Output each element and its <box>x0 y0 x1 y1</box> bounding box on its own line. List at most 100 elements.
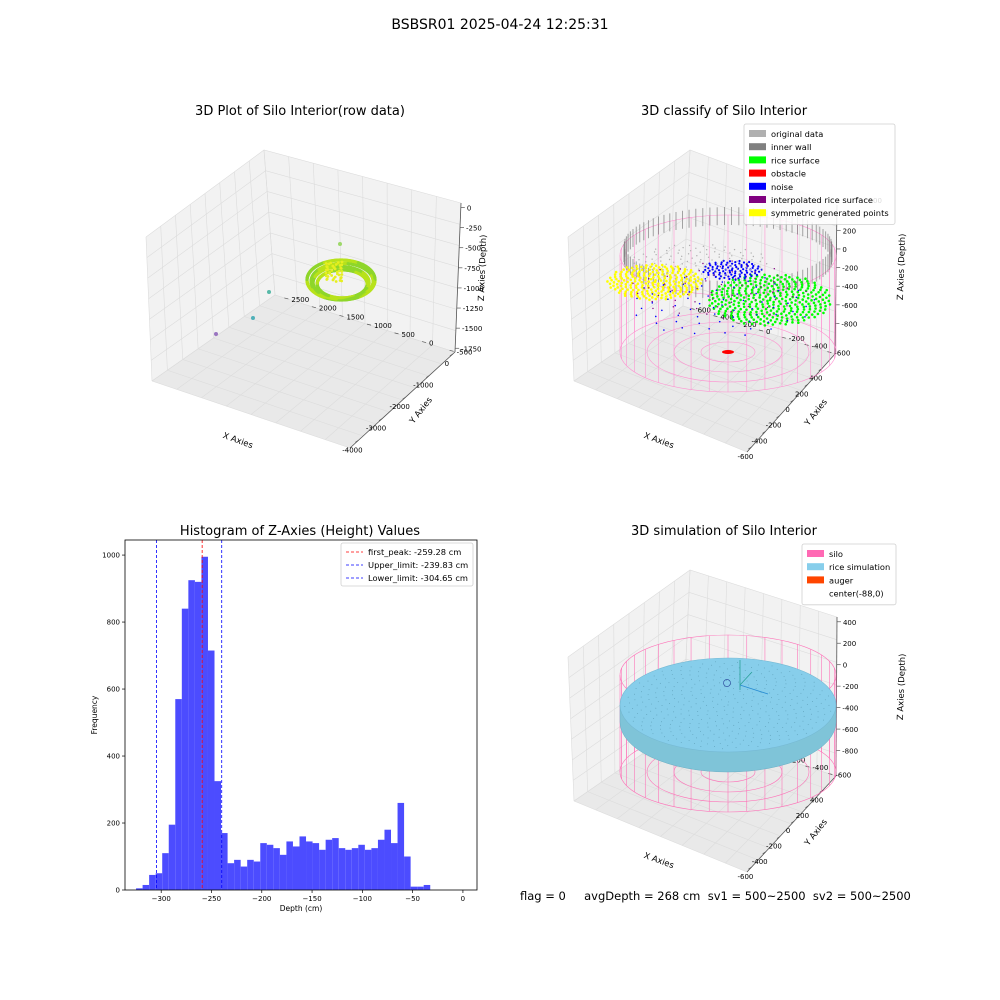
original-point <box>738 270 741 273</box>
mesh-node <box>671 720 673 722</box>
mesh-node <box>804 681 806 683</box>
mesh-node <box>806 696 808 698</box>
mesh-node <box>724 686 726 688</box>
z-tick-label: -200 <box>843 683 859 691</box>
interpolated-point <box>774 299 777 301</box>
noise-point <box>734 270 737 273</box>
original-point <box>746 261 749 264</box>
rice-surface-point <box>794 303 797 306</box>
histogram-bar <box>188 580 195 890</box>
plot-frame <box>124 539 478 891</box>
mesh-node <box>768 730 770 732</box>
histogram-bars <box>136 556 431 890</box>
z-axis-label: Z Axies (Depth) <box>896 233 908 300</box>
symmetric-point <box>696 279 700 283</box>
rice-surface-point <box>714 304 718 308</box>
symmetric-point <box>633 280 637 283</box>
mesh-node <box>748 744 750 746</box>
noise-point <box>749 327 752 330</box>
z-tick-label: -1000 <box>464 285 484 293</box>
interpolated-point <box>731 260 733 262</box>
symmetric-point <box>626 288 629 291</box>
rice-surface-point <box>806 287 810 290</box>
rice-surface-point <box>749 311 752 314</box>
legend-label: noise <box>771 182 793 192</box>
mesh-node <box>775 681 777 683</box>
x-tick-label: 0 <box>785 406 789 414</box>
original-point <box>645 261 647 263</box>
legend-swatch <box>749 196 766 203</box>
symmetric-point <box>642 274 646 277</box>
symmetric-point <box>652 276 655 279</box>
rice-surface-point <box>819 288 822 292</box>
mesh-node <box>764 726 766 727</box>
symmetric-point <box>700 278 703 281</box>
y-tick-label: 1500 <box>346 313 364 321</box>
x-tick-label: 200 <box>795 390 808 398</box>
mesh-node <box>624 706 626 707</box>
original-point <box>666 272 668 274</box>
symmetric-point <box>660 268 663 271</box>
symmetric-point <box>641 290 644 294</box>
noise-point <box>775 313 777 316</box>
mesh-node <box>696 737 698 739</box>
mesh-node <box>713 707 715 708</box>
interpolated-point <box>686 276 688 278</box>
z-tick-label: -1750 <box>461 345 481 353</box>
symmetric-point <box>683 284 687 288</box>
mesh-node <box>708 668 710 670</box>
legend-label: first_peak: -259.28 cm <box>368 547 461 557</box>
rice-surface-point <box>717 312 720 316</box>
mesh-node <box>789 670 791 672</box>
rice-surface-point <box>791 318 794 321</box>
rice-surface-point <box>733 294 736 298</box>
mesh-node <box>661 732 663 734</box>
noise-point <box>711 265 714 269</box>
histogram-bar <box>240 866 248 890</box>
rice-surface-point <box>825 296 828 300</box>
mesh-node <box>769 692 771 694</box>
noise-point <box>748 320 751 323</box>
original-point <box>651 258 653 260</box>
noise-point <box>721 281 724 283</box>
noise-point <box>704 268 707 272</box>
mesh-node <box>664 678 666 680</box>
original-point <box>685 266 687 268</box>
y-tick-label: -400 <box>812 764 828 772</box>
legend-swatch <box>807 576 824 584</box>
mesh-node <box>777 693 779 695</box>
mesh-node <box>679 729 681 731</box>
rice-surface-point <box>755 320 759 324</box>
symmetric-point <box>656 287 660 291</box>
x-tick-label: 200 <box>796 812 809 820</box>
original-point <box>711 259 713 261</box>
mesh-node <box>707 737 709 739</box>
original-point <box>754 263 756 266</box>
mesh-node <box>701 740 702 742</box>
rice-surface-point <box>768 289 772 293</box>
symmetric-point <box>650 262 654 266</box>
rice-surface-point <box>801 310 805 314</box>
original-point <box>699 261 701 263</box>
mesh-node <box>690 691 692 692</box>
mesh-node <box>677 682 679 683</box>
rice-surface-point <box>777 304 780 308</box>
floor-pane <box>574 306 835 452</box>
mesh-node <box>713 733 715 735</box>
symmetric-point <box>640 280 643 284</box>
original-point <box>686 260 689 263</box>
noise-point <box>677 314 680 317</box>
rice-point <box>326 275 330 278</box>
mesh-node <box>692 719 694 721</box>
mesh-node <box>810 718 812 720</box>
mesh-node <box>698 671 700 673</box>
mesh-node <box>809 708 811 710</box>
symmetric-point <box>673 282 677 286</box>
symmetric-point <box>665 279 668 283</box>
symmetric-point <box>682 293 685 296</box>
noise-point <box>718 273 721 276</box>
mesh-node <box>659 724 661 726</box>
silo-floor-ring <box>646 321 810 383</box>
y-tick-label: 800 <box>107 619 120 627</box>
rice-surface-point <box>816 312 820 316</box>
